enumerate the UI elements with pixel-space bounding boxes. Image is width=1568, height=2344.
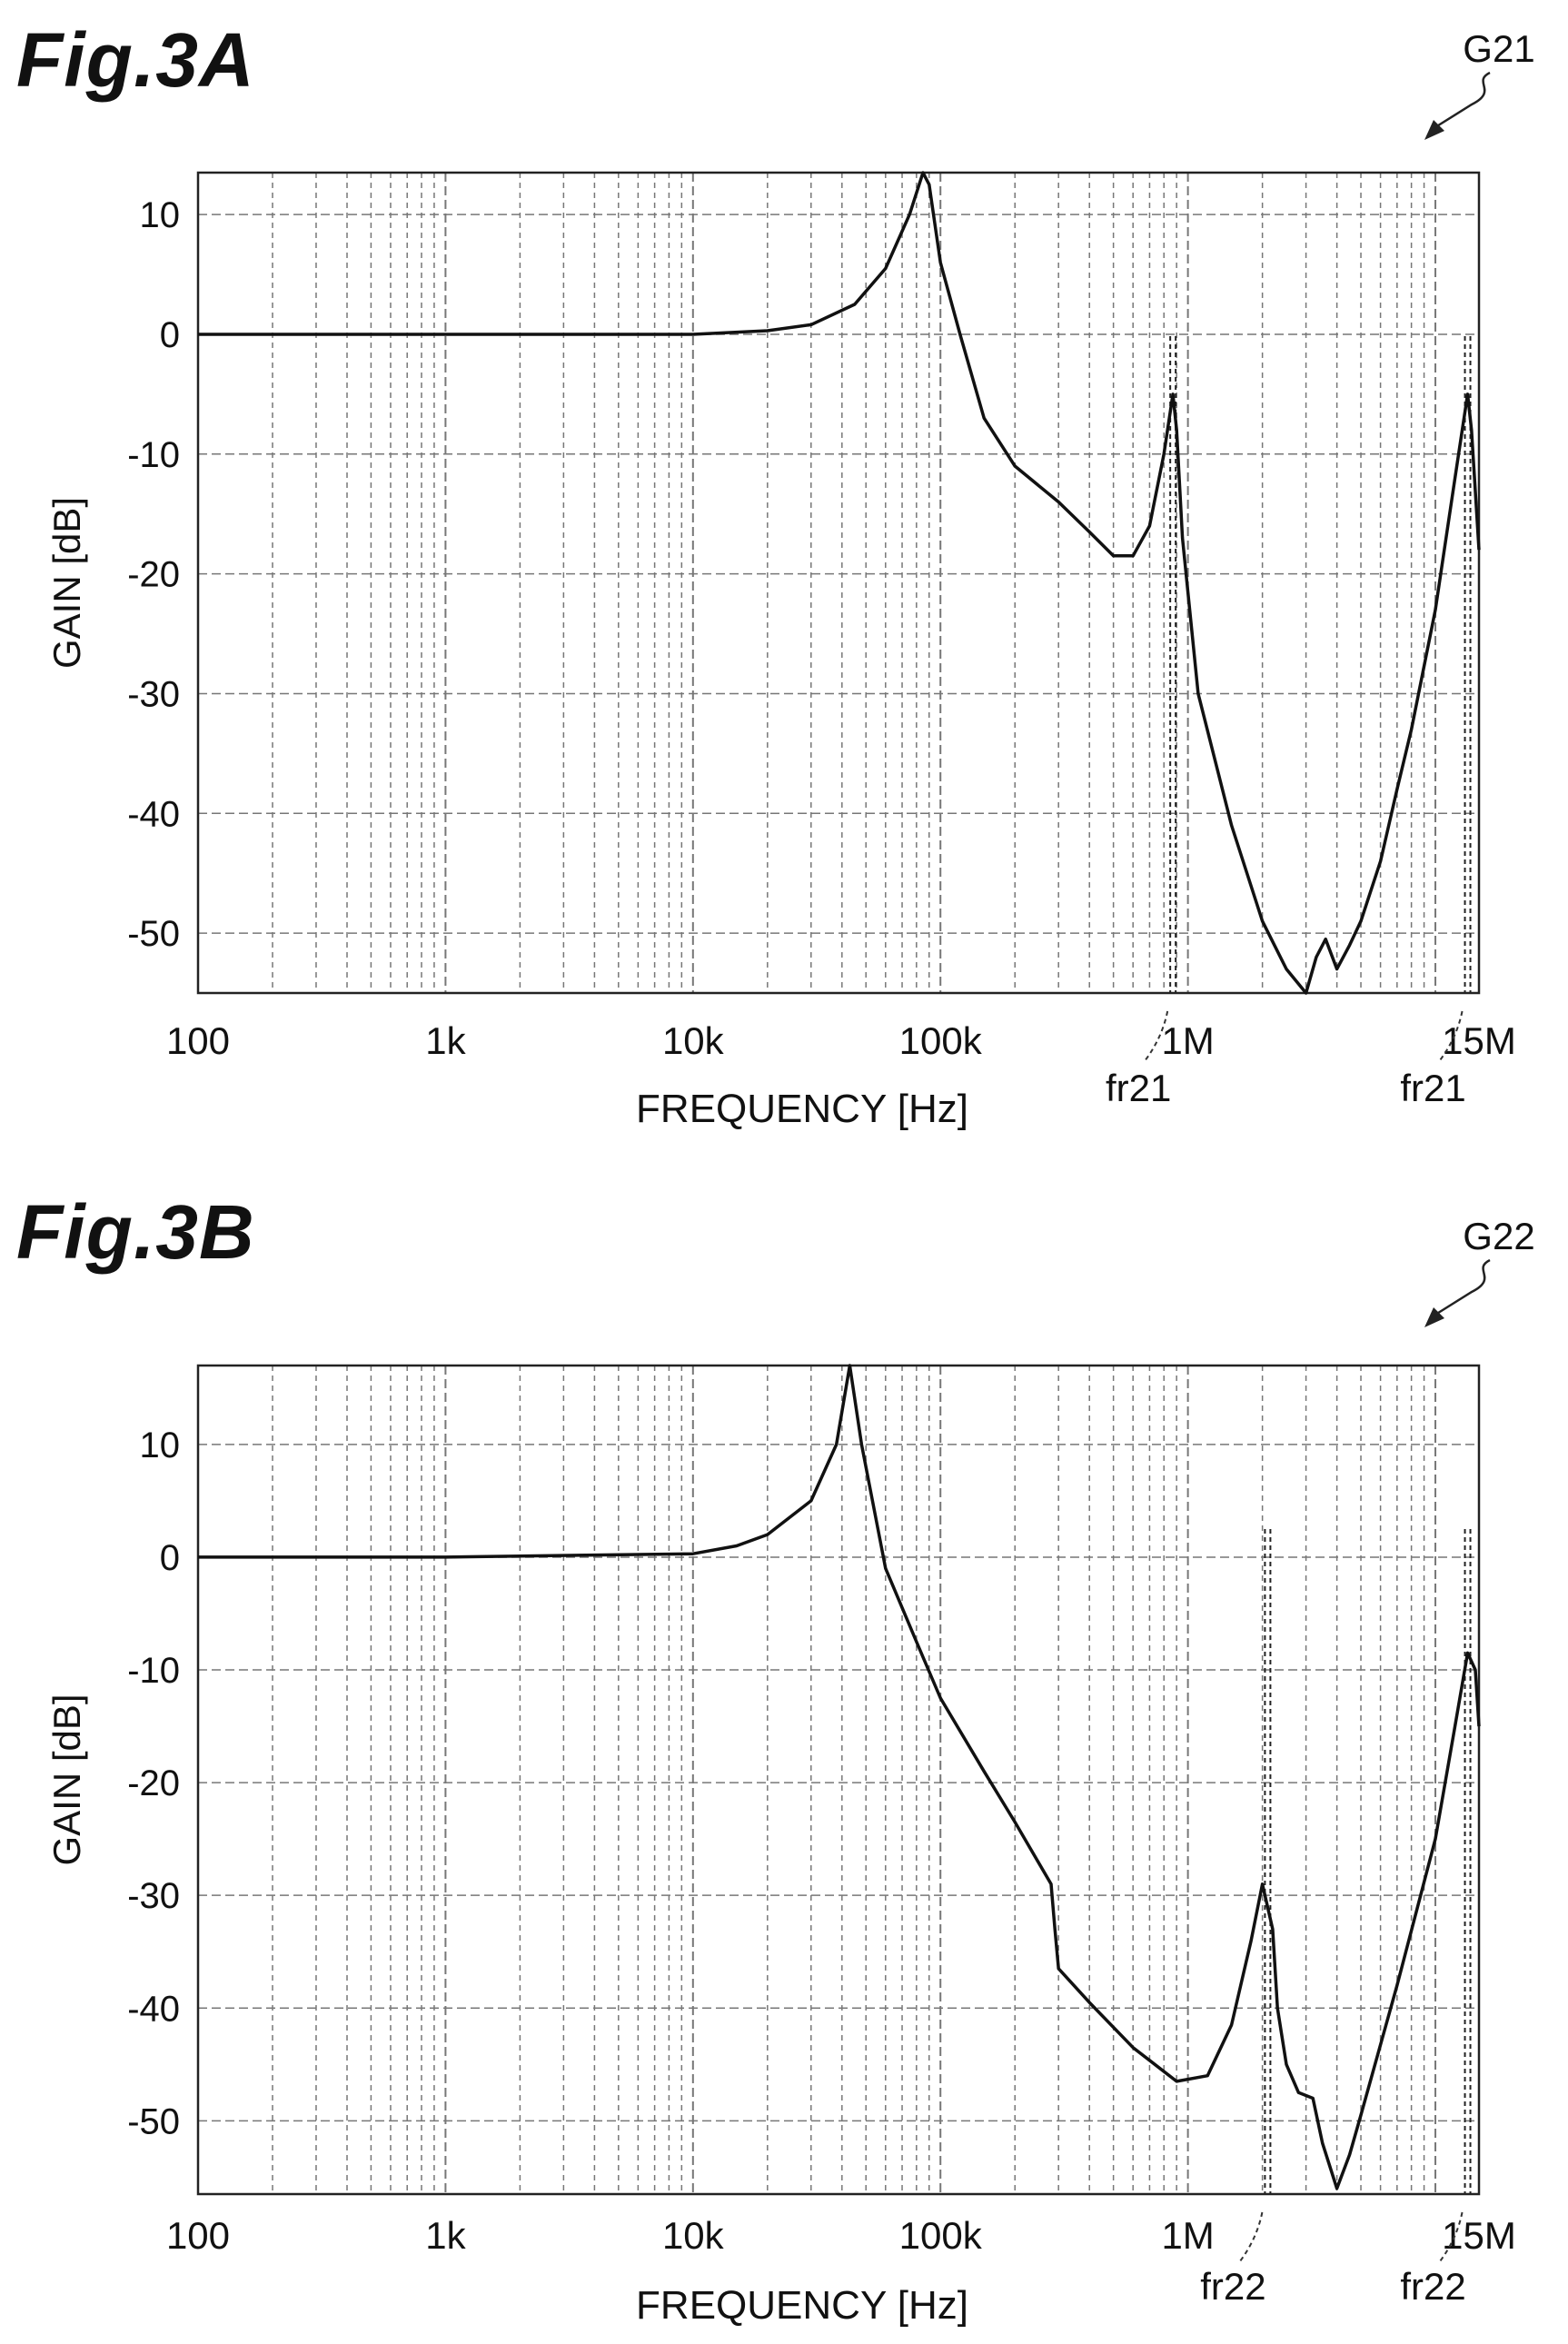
reference-label: G22 [1463,1215,1534,1257]
marker-leader [1437,1010,1464,1063]
plot-frame [196,171,1481,995]
x-tick-label: 1M [1161,2214,1214,2257]
grid [198,1366,1479,2194]
y-tick-label: -10 [127,435,180,475]
x-tick-label: 100k [899,1019,983,1062]
marker-label: fr21 [1400,1067,1465,1109]
y-axis-label: GAIN [dB] [45,497,88,669]
plot-frame [196,1364,1481,2196]
gain-curve [198,1364,1481,2190]
y-tick-label: -20 [127,555,180,595]
y-tick-label: -30 [127,674,180,714]
y-tick-label: -40 [127,794,180,834]
figure-title: Fig.3A [16,17,255,103]
x-tick-label: 15M [1442,2214,1516,2257]
x-tick-label: 1M [1161,1019,1214,1062]
reference-leader [1434,71,1491,129]
figure-title: Fig.3B [16,1189,255,1275]
y-tick-label: 0 [160,315,180,355]
y-tick-label: 0 [160,1538,180,1578]
x-tick-label: 10k [662,1019,725,1062]
y-tick-label: -40 [127,1989,180,2029]
y-axis-label: GAIN [dB] [45,1693,88,1865]
figure-3a: Fig.3A 10 0 -10 -20 -30 -40 -50 100 1k 10k 100k 1M 1… [16,17,1535,1131]
marker-label: fr22 [1200,2265,1265,2308]
x-tick-label: 10k [662,2214,725,2257]
y-tick-label: 10 [140,1425,181,1465]
y-tick-label: -30 [127,1876,180,1916]
x-tick-label: 1k [425,1019,466,1062]
y-tick-label: -50 [127,2101,180,2141]
y-tick-label: -20 [127,1763,180,1803]
reference-leader [1434,1258,1491,1316]
reference-arrowhead [1424,1307,1444,1327]
marker-label: fr21 [1106,1067,1171,1109]
marker-leader [1237,2211,1264,2264]
x-tick-label: 100 [166,1019,230,1062]
marker-label: fr22 [1400,2265,1465,2308]
gain-curve [198,171,1481,995]
y-tick-label: 10 [140,195,181,235]
marker-leader [1143,1010,1169,1063]
reference-arrowhead [1424,120,1444,140]
x-tick-label: 100k [899,2214,983,2257]
x-tick-label: 100 [166,2214,230,2257]
y-tick-label: -50 [127,914,180,954]
x-tick-label: 15M [1442,1019,1516,1062]
grid [198,173,1479,993]
marker-leader [1437,2211,1464,2264]
reference-label: G21 [1463,27,1534,70]
figure-3b: Fig.3B 10 0 -10 -20 -30 -40 -50 100 1k 10k 100k 1M 1… [0,1172,1568,2344]
x-axis-label: FREQUENCY [Hz] [636,2283,968,2328]
x-axis-label: FREQUENCY [Hz] [636,1087,968,1131]
x-tick-label: 1k [425,2214,466,2257]
y-tick-label: -10 [127,1651,180,1691]
